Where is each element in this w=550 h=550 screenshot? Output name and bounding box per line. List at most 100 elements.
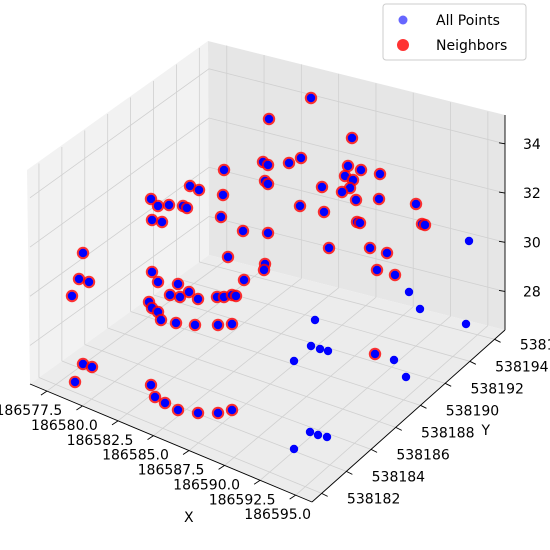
point: [238, 226, 248, 236]
x-axis-title: X: [184, 510, 194, 526]
x-tick: [40, 390, 48, 396]
y-tick-label: 538190: [446, 403, 499, 419]
z-tick-label: 32: [523, 186, 541, 202]
z-tick-label: 34: [523, 137, 541, 153]
y-tick-label: 538188: [421, 425, 474, 441]
point: [153, 277, 163, 287]
point: [146, 194, 156, 204]
point: [259, 265, 269, 275]
point: [365, 243, 375, 253]
point: [415, 304, 425, 314]
point: [78, 248, 88, 258]
y-tick-label: 538192: [470, 381, 523, 397]
point: [411, 199, 421, 209]
point: [157, 217, 167, 227]
point: [420, 220, 430, 230]
point: [375, 169, 385, 179]
y-tick-label: 538196: [520, 337, 550, 353]
point: [216, 212, 226, 222]
x-tick-label: 186590.0: [173, 477, 240, 493]
z-tick: [498, 191, 506, 194]
point: [78, 359, 88, 369]
point: [173, 405, 183, 415]
point: [150, 392, 160, 402]
point: [374, 194, 384, 204]
point: [70, 377, 80, 387]
y-tick: [321, 492, 328, 497]
point: [296, 153, 306, 163]
x-tick-label: 186582.5: [67, 433, 134, 449]
x-tick-label: 186580.0: [31, 418, 98, 434]
z-tick: [498, 240, 506, 243]
point: [153, 201, 163, 211]
point: [389, 355, 399, 365]
x-tick: [111, 420, 119, 426]
x-tick-label: 186595.0: [244, 507, 311, 523]
point: [147, 215, 157, 225]
legend-label: All Points: [436, 13, 500, 29]
legend-label: Neighbors: [436, 38, 507, 54]
grid-lines: [29, 45, 506, 496]
point: [306, 93, 316, 103]
point: [263, 228, 273, 238]
data-points: [65, 91, 474, 454]
point: [390, 270, 400, 280]
point: [323, 346, 333, 356]
legend-marker: [397, 39, 409, 51]
tick-marks: [40, 142, 506, 500]
point: [461, 319, 471, 329]
z-gridline: [29, 68, 506, 199]
y-gridline: [199, 261, 495, 340]
legend-marker: [398, 15, 408, 25]
x-tick-label: 186577.5: [0, 403, 62, 419]
x-gridline: [188, 296, 377, 451]
x-tick: [147, 435, 154, 441]
x-gridline: [224, 306, 414, 466]
point: [213, 320, 223, 330]
point: [173, 279, 183, 289]
x-tick: [253, 479, 261, 485]
x-tick: [289, 494, 296, 500]
point: [171, 318, 181, 328]
z-gridline: [29, 216, 506, 346]
z-tick: [498, 290, 506, 292]
point: [193, 408, 203, 418]
point: [284, 158, 294, 168]
point: [263, 179, 273, 189]
point: [194, 185, 204, 195]
x-gridline: [153, 287, 339, 436]
tick-labels: 186577.5186580.0186582.5186585.0186587.5…: [0, 137, 550, 526]
point: [319, 207, 329, 217]
point: [382, 248, 392, 258]
point: [305, 427, 315, 437]
point: [370, 349, 380, 359]
x-tick-label: 186592.5: [209, 492, 276, 508]
point: [306, 341, 316, 351]
y-axis-line: [311, 329, 506, 503]
y-gridline: [153, 294, 446, 384]
point: [295, 201, 305, 211]
point: [164, 200, 174, 210]
point: [74, 274, 84, 284]
point: [355, 218, 365, 228]
x-tick-label: 186587.5: [138, 463, 205, 479]
point: [337, 187, 347, 197]
point: [231, 291, 241, 301]
point: [156, 315, 166, 325]
x-axis-line: [29, 383, 313, 503]
legend: All Points Neighbors: [382, 3, 527, 61]
point: [351, 195, 361, 205]
point: [464, 236, 474, 246]
point: [165, 290, 175, 300]
y-axis-title: Y: [481, 423, 491, 439]
y-gridline: [38, 377, 322, 494]
point: [146, 380, 156, 390]
x-gridline: [117, 278, 302, 422]
point: [67, 291, 77, 301]
point: [324, 243, 334, 253]
z-gridline: [29, 117, 506, 248]
y-tick: [346, 470, 353, 475]
point: [404, 287, 414, 297]
point: [182, 203, 192, 213]
